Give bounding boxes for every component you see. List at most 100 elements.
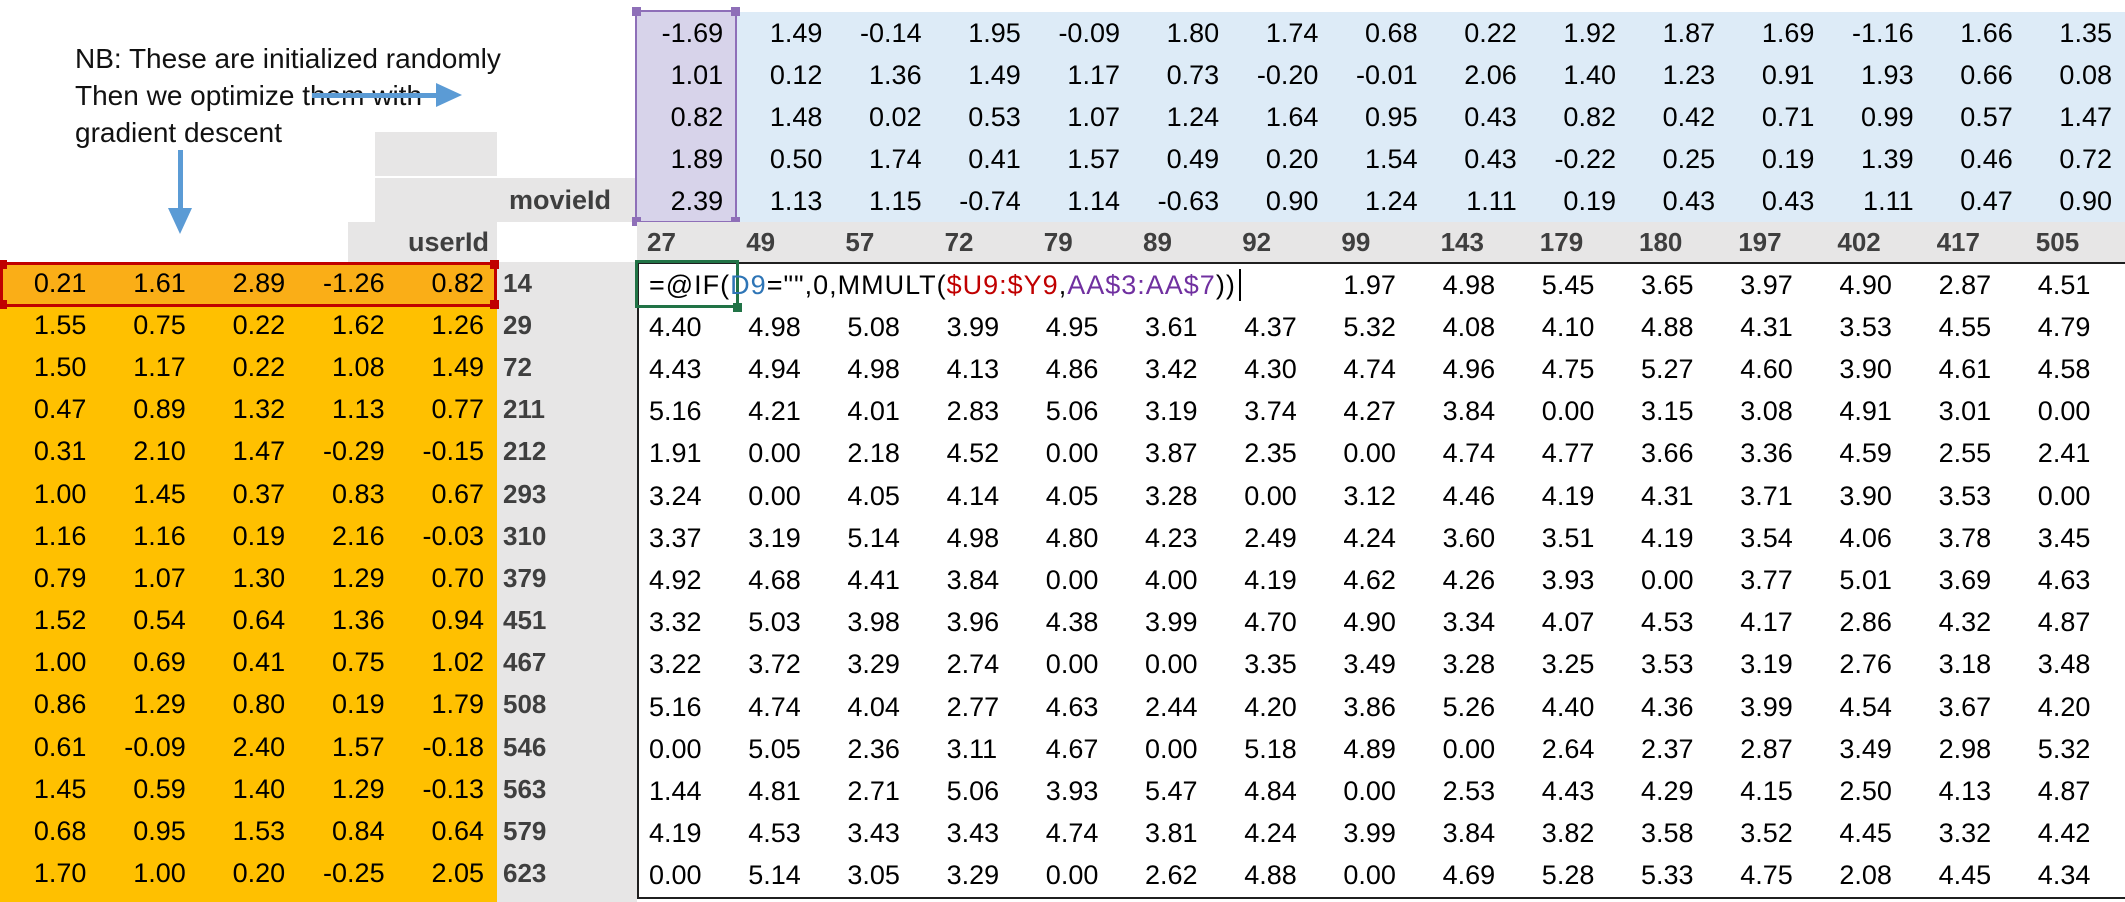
- prediction-cell[interactable]: 4.45: [1938, 860, 1992, 891]
- prediction-cell[interactable]: 4.98: [847, 353, 900, 384]
- prediction-cell[interactable]: 3.97: [1740, 269, 1793, 300]
- prediction-cell[interactable]: 3.51: [1541, 522, 1595, 553]
- movie-factor-cell[interactable]: 1.17: [1033, 54, 1133, 96]
- prediction-cell[interactable]: 4.63: [2037, 564, 2091, 595]
- prediction-cell[interactable]: 3.22: [649, 649, 702, 680]
- user-factor-cell[interactable]: 1.00: [0, 641, 100, 684]
- prediction-cell[interactable]: 3.15: [1640, 396, 1694, 427]
- prediction-cell[interactable]: 4.31: [1740, 311, 1793, 342]
- user-factor-cell[interactable]: 0.22: [198, 304, 299, 347]
- prediction-cell[interactable]: 5.45: [1541, 269, 1595, 300]
- user-factor-cell[interactable]: 1.29: [298, 557, 398, 600]
- prediction-cell[interactable]: 3.18: [1938, 649, 1992, 680]
- movie-factor-cell[interactable]: 1.11: [1827, 180, 1927, 222]
- movie-factor-cell[interactable]: -0.74: [934, 180, 1034, 222]
- movie-factor-cell[interactable]: -0.22: [1529, 138, 1629, 180]
- prediction-cell[interactable]: 4.05: [847, 480, 900, 511]
- user-factor-cell[interactable]: 1.47: [198, 430, 299, 473]
- prediction-cell[interactable]: 2.18: [847, 438, 900, 469]
- prediction-cell[interactable]: 3.29: [946, 860, 1000, 891]
- movie-factor-cell[interactable]: 0.82: [637, 96, 737, 138]
- prediction-cell[interactable]: 2.64: [1541, 733, 1595, 764]
- prediction-cell[interactable]: 2.08: [1839, 860, 1892, 891]
- prediction-cell[interactable]: 4.32: [1938, 607, 1992, 638]
- movie-factor-cell[interactable]: 0.43: [1728, 180, 1828, 222]
- prediction-cell[interactable]: 3.72: [748, 649, 801, 680]
- prediction-cell[interactable]: 4.24: [1343, 522, 1396, 553]
- movie-id-header[interactable]: 417: [1936, 226, 1980, 257]
- prediction-cell[interactable]: 3.43: [946, 818, 1000, 849]
- movie-factor-cell[interactable]: 0.08: [2025, 54, 2125, 96]
- user-factor-cell[interactable]: 0.70: [397, 557, 497, 600]
- prediction-cell[interactable]: 4.98: [748, 311, 801, 342]
- movie-factor-cell[interactable]: 1.14: [1033, 180, 1133, 222]
- prediction-cell[interactable]: 1.91: [649, 438, 702, 469]
- movie-factor-cell[interactable]: 0.90: [2025, 180, 2125, 222]
- prediction-cell[interactable]: 5.28: [1541, 860, 1595, 891]
- prediction-cell[interactable]: 4.30: [1244, 353, 1297, 384]
- prediction-cell[interactable]: 3.43: [847, 818, 900, 849]
- movie-factor-cell[interactable]: 0.12: [736, 54, 836, 96]
- prediction-cell[interactable]: 4.89: [1343, 733, 1396, 764]
- user-id-header[interactable]: 579: [503, 816, 547, 847]
- prediction-cell[interactable]: 4.31: [1640, 480, 1694, 511]
- user-factor-cell[interactable]: 1.52: [0, 599, 100, 642]
- user-factor-cell[interactable]: 2.05: [397, 852, 497, 895]
- prediction-cell[interactable]: 3.93: [1541, 564, 1595, 595]
- prediction-cell[interactable]: 4.13: [946, 353, 1000, 384]
- prediction-cell[interactable]: 3.99: [1144, 607, 1198, 638]
- prediction-cell[interactable]: 4.79: [2037, 311, 2091, 342]
- prediction-cell[interactable]: 0.00: [748, 438, 801, 469]
- prediction-cell[interactable]: 3.49: [1839, 733, 1892, 764]
- prediction-cell[interactable]: 2.87: [1938, 269, 1992, 300]
- prediction-cell[interactable]: 4.94: [748, 353, 801, 384]
- prediction-cell[interactable]: 3.82: [1541, 818, 1595, 849]
- prediction-cell[interactable]: 5.01: [1839, 564, 1892, 595]
- prediction-cell[interactable]: 5.14: [748, 860, 801, 891]
- movie-factor-cell[interactable]: 0.68: [1331, 12, 1431, 54]
- user-factor-cell[interactable]: -1.26: [298, 262, 398, 305]
- movie-id-header[interactable]: 79: [1043, 226, 1073, 257]
- user-factor-cell[interactable]: 2.89: [198, 262, 299, 305]
- prediction-cell[interactable]: 3.84: [1442, 396, 1496, 427]
- prediction-cell[interactable]: 4.24: [1244, 818, 1297, 849]
- prediction-cell[interactable]: 3.67: [1938, 691, 1992, 722]
- prediction-cell[interactable]: 4.87: [2037, 607, 2091, 638]
- user-factor-cell[interactable]: 1.55: [0, 304, 100, 347]
- user-factor-cell[interactable]: 1.50: [0, 346, 100, 389]
- user-factor-cell[interactable]: -0.03: [397, 515, 497, 558]
- user-factor-cell[interactable]: 0.64: [198, 599, 299, 642]
- user-factor-cell[interactable]: 2.10: [99, 430, 199, 473]
- movie-factor-cell[interactable]: 1.74: [1232, 12, 1332, 54]
- prediction-cell[interactable]: 2.41: [2037, 438, 2091, 469]
- prediction-cell[interactable]: 5.08: [847, 311, 900, 342]
- prediction-cell[interactable]: 4.20: [1244, 691, 1297, 722]
- prediction-cell[interactable]: 4.61: [1938, 353, 1992, 384]
- movie-factor-cell[interactable]: 0.72: [2025, 138, 2125, 180]
- prediction-cell[interactable]: 4.67: [1045, 733, 1099, 764]
- prediction-cell[interactable]: 4.34: [2037, 860, 2091, 891]
- movie-factor-cell[interactable]: 1.49: [736, 12, 836, 54]
- prediction-cell[interactable]: 3.53: [1640, 649, 1694, 680]
- movie-factor-cell[interactable]: 0.53: [934, 96, 1034, 138]
- user-factor-cell[interactable]: 1.57: [298, 726, 398, 769]
- prediction-cell[interactable]: 4.96: [1442, 353, 1496, 384]
- user-id-header[interactable]: 508: [503, 689, 547, 720]
- prediction-cell[interactable]: 4.51: [2037, 269, 2091, 300]
- movie-factor-cell[interactable]: -1.16: [1827, 12, 1927, 54]
- user-factor-cell[interactable]: 0.41: [198, 641, 299, 684]
- movie-id-header[interactable]: 27: [647, 226, 676, 257]
- prediction-cell[interactable]: 4.74: [1442, 438, 1496, 469]
- user-factor-cell[interactable]: -0.13: [397, 768, 497, 811]
- prediction-cell[interactable]: 3.28: [1144, 480, 1198, 511]
- movie-factor-cell[interactable]: 0.90: [1232, 180, 1332, 222]
- prediction-cell[interactable]: 4.75: [1541, 353, 1595, 384]
- prediction-cell[interactable]: 5.18: [1244, 733, 1297, 764]
- range-handle[interactable]: [632, 7, 641, 16]
- movieid-label-cell[interactable]: movieId: [375, 178, 637, 222]
- user-factor-cell[interactable]: 0.54: [99, 599, 199, 642]
- prediction-cell[interactable]: 4.43: [649, 353, 702, 384]
- user-factor-cell[interactable]: 1.62: [298, 304, 398, 347]
- prediction-cell[interactable]: 0.00: [1244, 480, 1297, 511]
- prediction-cell[interactable]: 4.81: [748, 775, 801, 806]
